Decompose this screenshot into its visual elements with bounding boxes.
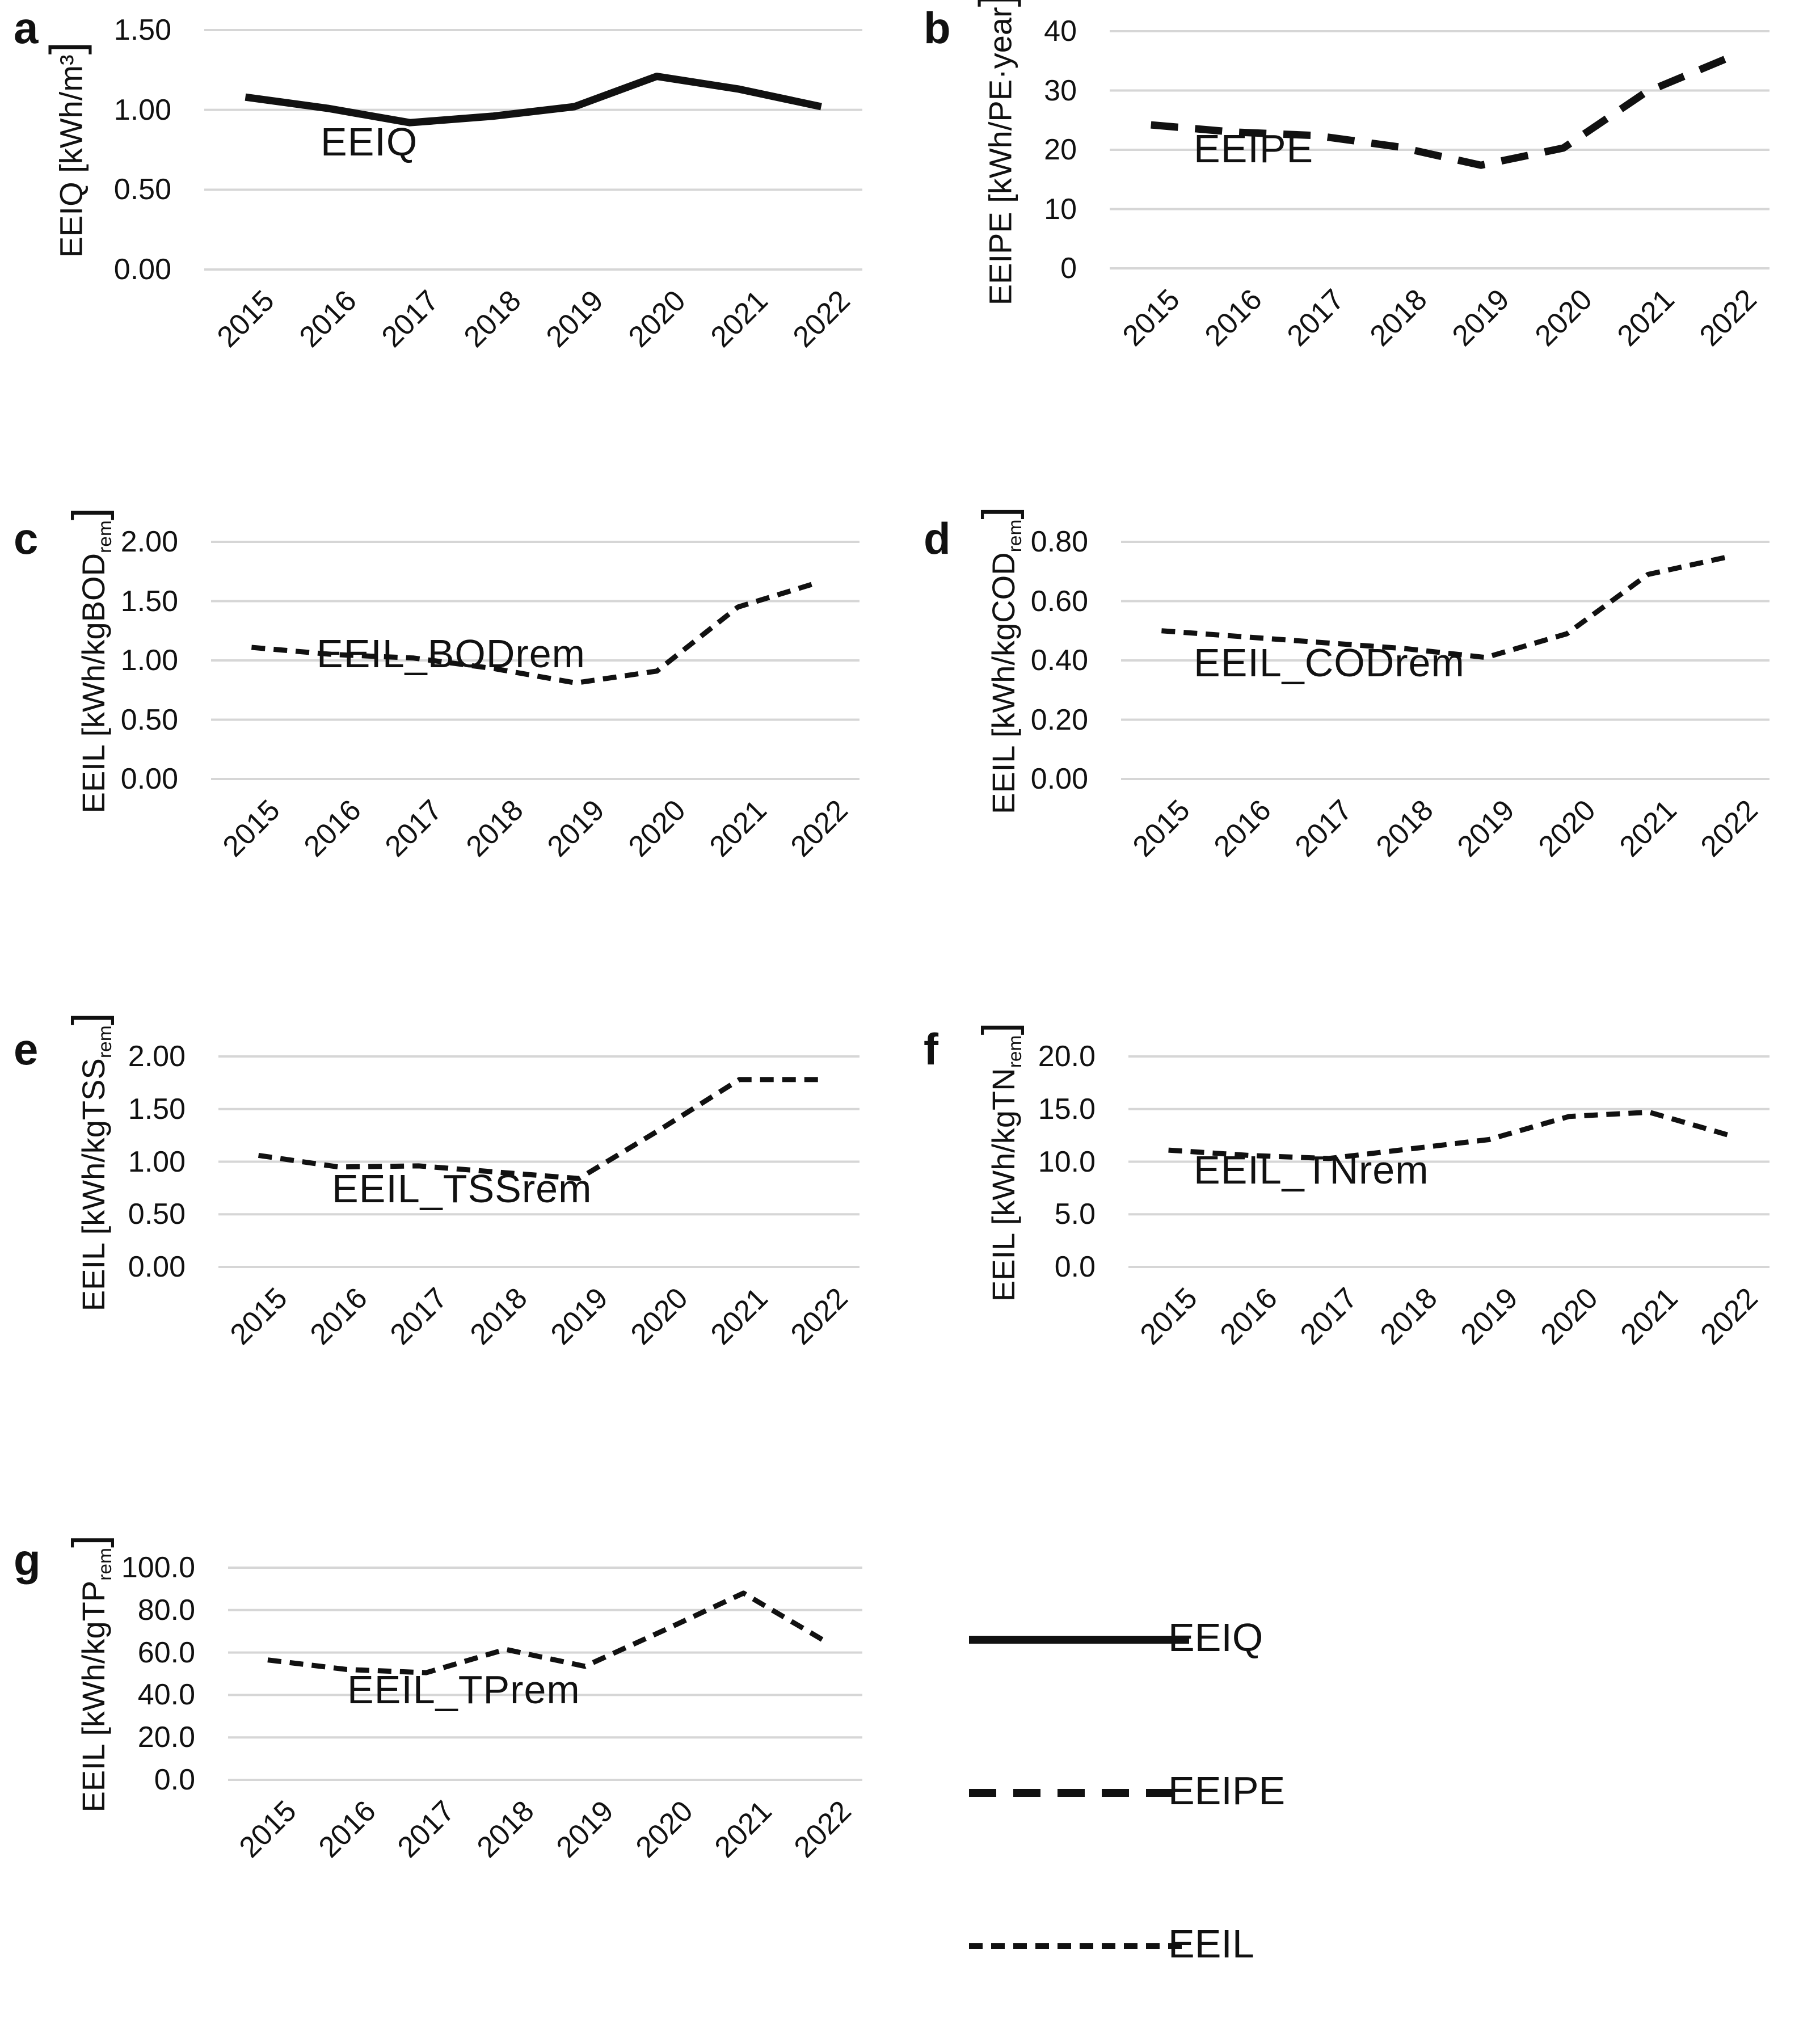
chart-title: EEIL_BODrem	[317, 631, 585, 676]
y-tick-label: 2.00	[128, 1040, 186, 1073]
y-tick-label: 0.00	[113, 253, 171, 286]
data-line-eeil	[1168, 1109, 1730, 1161]
chart-panel-a: a EEIQ EEIQ [kWh/m³] 1.50 1.00 0.50 0.00 2015 20…	[0, 0, 910, 511]
y-tick-label: 0.00	[120, 763, 178, 795]
panel-letter-c: c	[14, 513, 39, 563]
y-tick-label: 1.50	[113, 14, 171, 47]
y-tick-label: 0.80	[1030, 525, 1088, 558]
y-tick-label: 0	[1060, 252, 1077, 285]
legend-line-sample-dash-short	[969, 1943, 1189, 1949]
y-tick-label: 60.0	[137, 1636, 195, 1669]
panel-letter-g: g	[14, 1535, 41, 1585]
y-tick-label: 1.50	[120, 584, 178, 618]
plot-area-f	[1128, 1055, 1770, 1268]
chart-title: EEIL_TPrem	[347, 1668, 580, 1712]
y-axis-label-segment: ]	[974, 1022, 1025, 1035]
y-tick-label: 10	[1044, 192, 1077, 226]
data-line-eeil	[267, 1590, 824, 1675]
chart-title: EEIL_TSSrem	[332, 1167, 592, 1211]
chart-panel-d: d EEIL_CODrem EEIL [kWh/kgCODrem] 0.80 0.60 0…	[910, 507, 1820, 1021]
panel-letter-d: d	[924, 513, 951, 563]
y-tick-label: 20.0	[137, 1721, 195, 1754]
y-tick-label: 0.60	[1030, 584, 1088, 618]
chart-panel-e: e EEIL_TSSrem EEIL [kWh/kgTSSrem] 2.00 1.50 1…	[0, 1012, 910, 1532]
chart-panel-f: f EEIL_TNrem EEIL [kWh/kgTNrem] 20.0 15.0 10.…	[910, 1021, 1820, 1532]
chart-panel-g: g EEIL_TPrem EEIL [kWh/kgTPrem] 100.0 80.0 60…	[0, 1532, 910, 2038]
y-tick-label: 100.0	[121, 1551, 195, 1584]
y-tick-label: 1.00	[128, 1145, 186, 1178]
plot-area-e	[218, 1055, 860, 1268]
chart-title: EEIPE	[1194, 127, 1314, 171]
legend-line-sample-dash-long	[969, 1789, 1189, 1797]
data-line-eeil	[258, 1077, 820, 1181]
data-line-eeil	[251, 579, 820, 686]
y-axis-label-segment: ]	[64, 1535, 115, 1548]
y-tick-label: 80.0	[137, 1593, 195, 1627]
y-tick-label: 0.50	[113, 173, 171, 207]
chart-panel-b: b EEIPE EEIPE [kWh/PE·year] 40 30 20 10 0 2015 20…	[910, 0, 1820, 511]
y-tick-label: 40.0	[137, 1678, 195, 1712]
plot-area-c	[211, 541, 860, 780]
y-tick-label: 0.20	[1030, 703, 1088, 736]
data-line-eeiq	[245, 73, 822, 127]
panel-letter-e: e	[14, 1024, 39, 1074]
y-tick-label: 0.50	[120, 703, 178, 736]
chart-title: EEIL_TNrem	[1194, 1148, 1429, 1192]
plot-area-b	[1110, 30, 1770, 270]
legend-label: EEIPE	[1168, 1768, 1286, 1813]
y-tick-label: 0.00	[1030, 763, 1088, 795]
y-tick-label: 40	[1044, 15, 1077, 48]
legend-label: EEIQ	[1168, 1615, 1263, 1660]
chart-title: EEIQ	[321, 120, 418, 164]
y-tick-label: 20	[1044, 133, 1077, 166]
plot-area-d	[1121, 541, 1770, 780]
chart-title: EEIL_CODrem	[1194, 641, 1465, 685]
y-axis-label-segment: ]	[64, 1012, 115, 1025]
y-tick-label: 0.00	[128, 1250, 186, 1283]
data-line-eeil	[1161, 554, 1730, 660]
y-tick-label: 1.50	[128, 1092, 186, 1126]
panel-letter-f: f	[924, 1024, 938, 1074]
y-tick-label: 30	[1044, 74, 1077, 107]
plot-area-a	[204, 29, 862, 271]
y-tick-label: 0.0	[1054, 1250, 1096, 1283]
y-tick-label: 2.00	[120, 525, 178, 558]
y-tick-label: 0.40	[1030, 644, 1088, 677]
y-tick-label: 1.00	[113, 93, 171, 127]
plot-area-g	[228, 1567, 862, 1781]
y-axis-label-segment: ]	[970, 0, 1022, 7]
y-tick-label: 0.50	[128, 1198, 186, 1231]
y-tick-label: 15.0	[1038, 1092, 1096, 1126]
panel-letter-a: a	[14, 3, 39, 53]
chart-panel-c: c EEIL_BODrem EEIL [kWh/kgBODrem] 2.00 1.50 1…	[0, 507, 910, 1021]
y-tick-label: 0.0	[154, 1763, 195, 1796]
y-tick-label: 10.0	[1038, 1145, 1096, 1178]
y-tick-label: 5.0	[1054, 1198, 1096, 1231]
legend-line-sample-solid	[969, 1636, 1189, 1644]
data-line-eeipe	[1151, 54, 1730, 169]
y-axis-label: EEIQ [kWh/m³]	[41, 42, 94, 258]
y-axis-label-segment: ]	[974, 507, 1025, 520]
panel-letter-b: b	[924, 3, 951, 53]
y-tick-label: 20.0	[1038, 1040, 1096, 1073]
y-tick-label: 1.00	[120, 644, 178, 677]
y-axis-label-segment: EEIQ [kWh/m³	[53, 54, 89, 258]
chart-legend: EEIQ EEIPE EEIL	[910, 1532, 1820, 2038]
legend-label: EEIL	[1168, 1922, 1254, 1966]
y-axis-label-segment: ]	[64, 507, 115, 521]
